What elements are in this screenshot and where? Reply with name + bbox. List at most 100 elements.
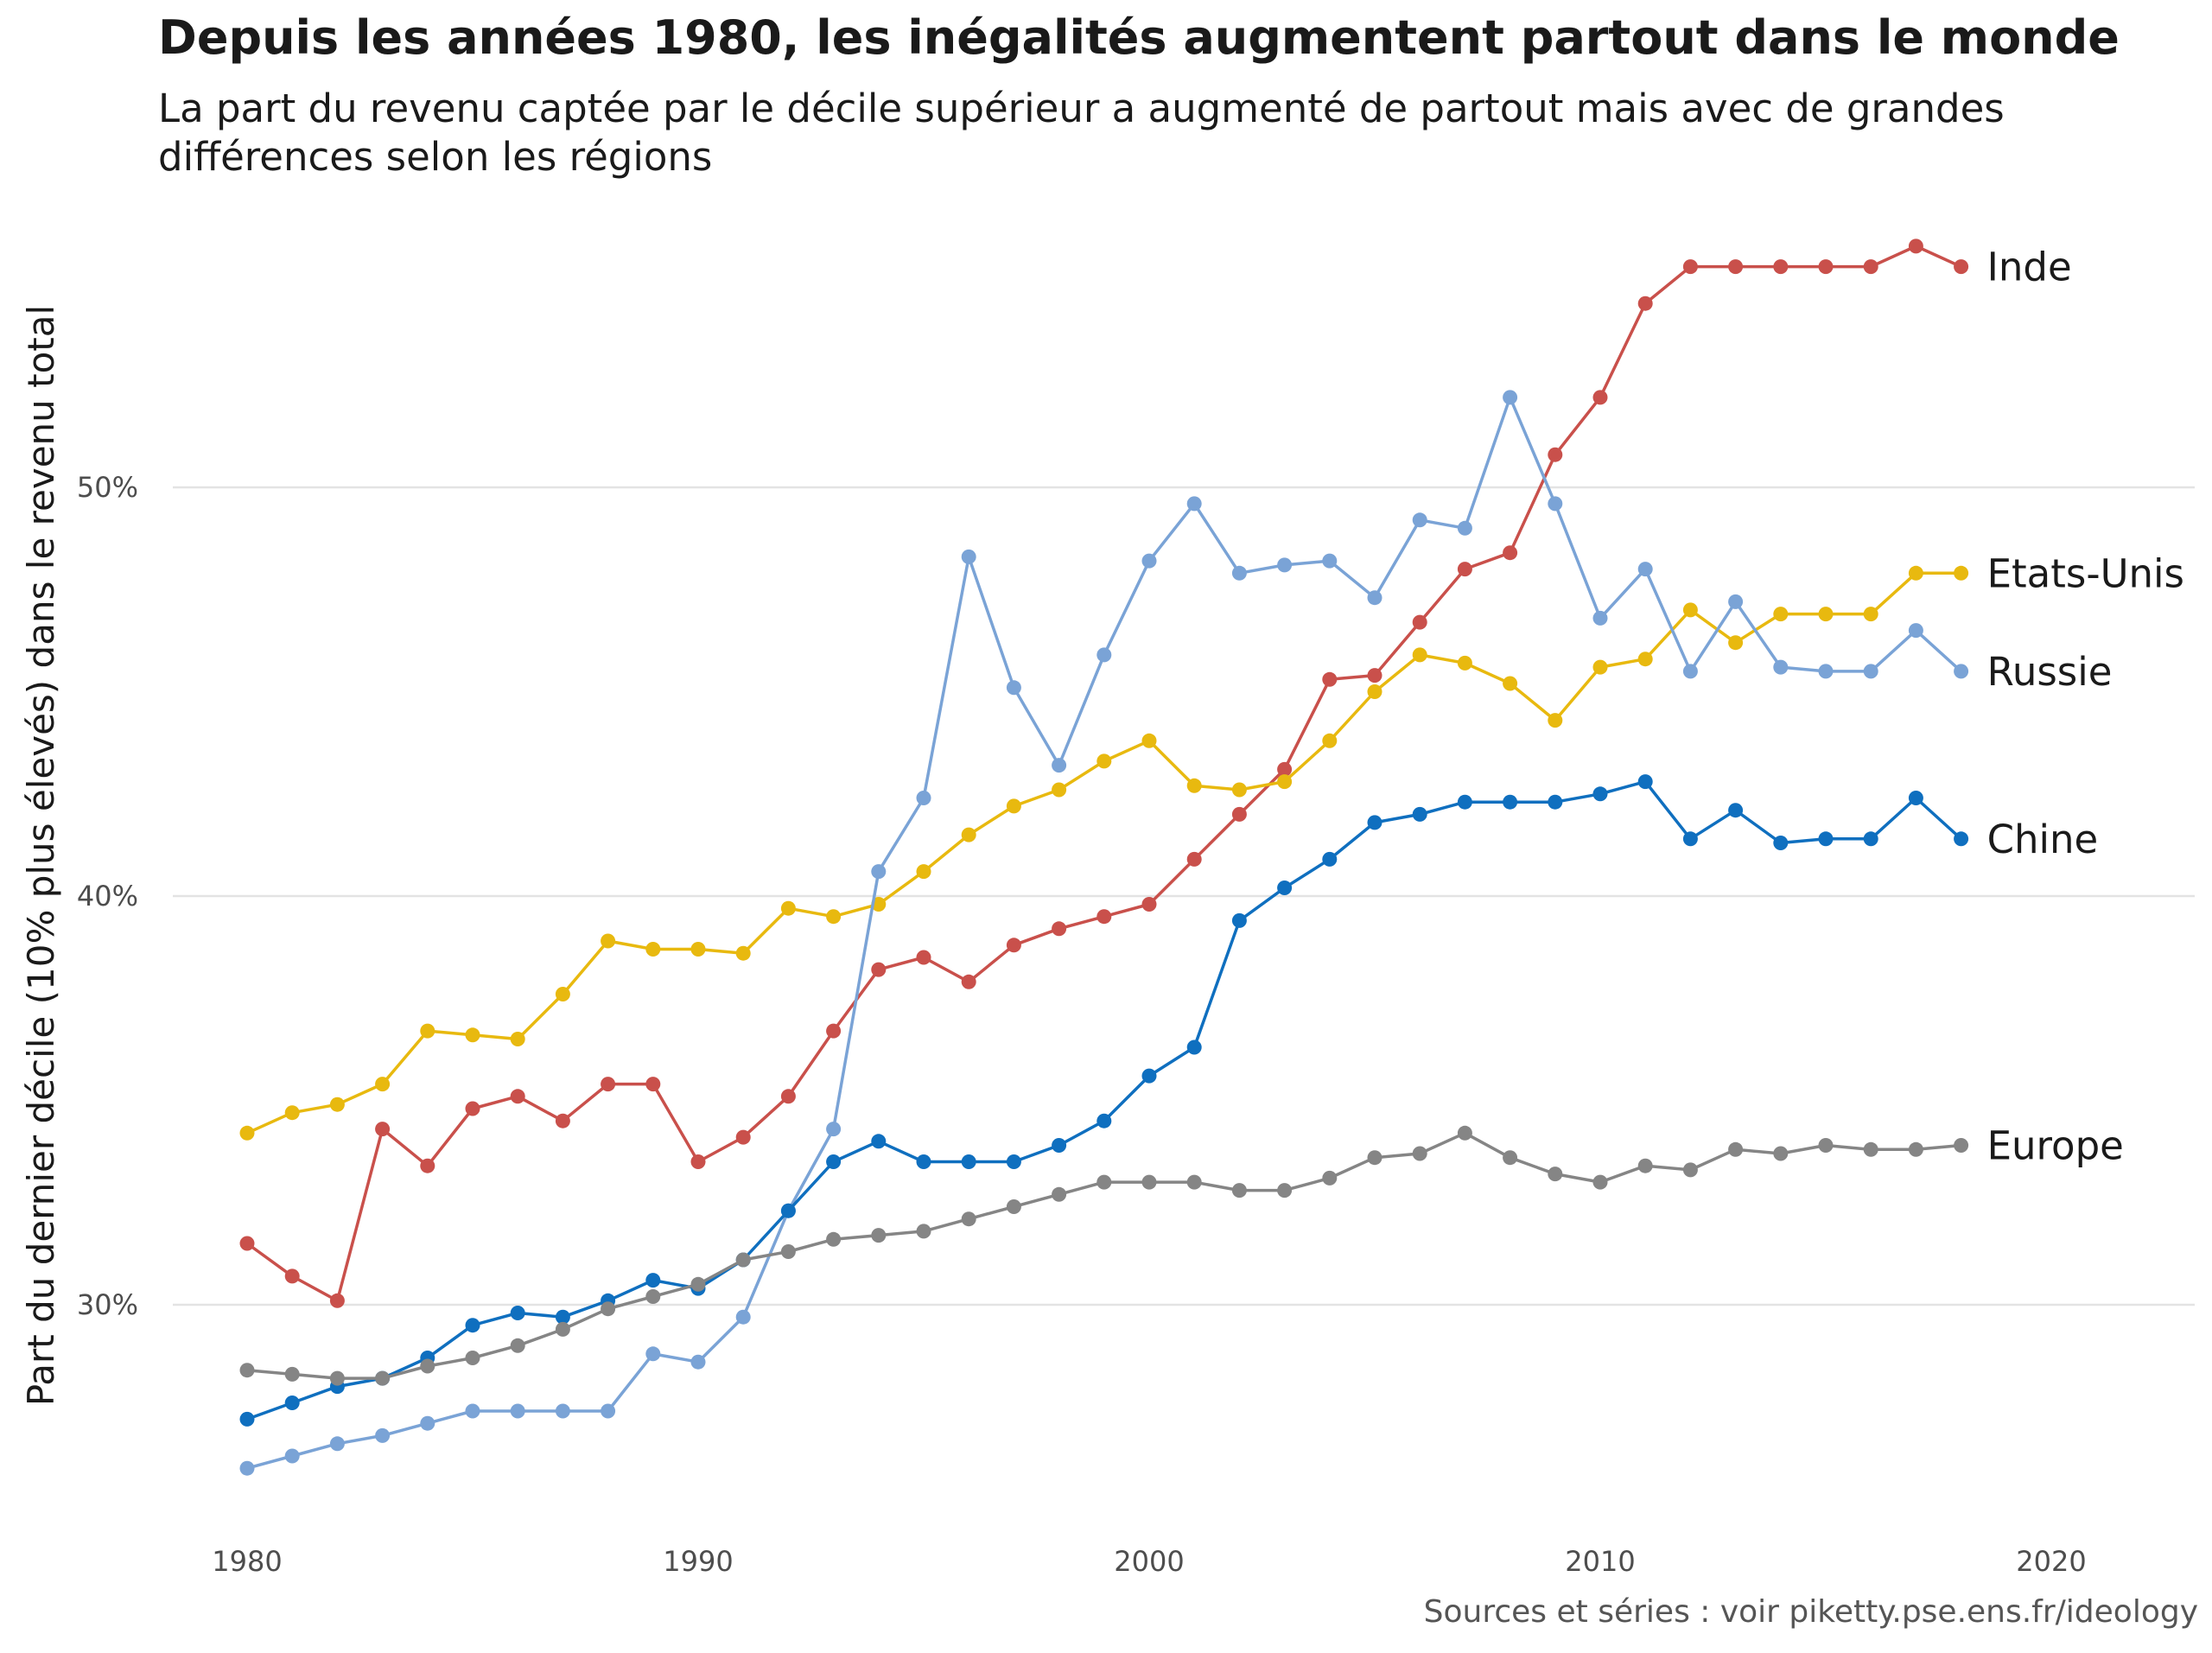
data-point-inde bbox=[1682, 259, 1698, 275]
data-point-chine bbox=[1457, 794, 1472, 810]
data-point-europe bbox=[465, 1351, 480, 1365]
data-point-europe bbox=[510, 1338, 525, 1353]
data-point-russie bbox=[1006, 680, 1021, 696]
data-point-etats-unis bbox=[555, 987, 570, 1001]
data-point-europe bbox=[329, 1370, 345, 1386]
data-point-europe bbox=[690, 1276, 706, 1292]
data-point-chine bbox=[1412, 806, 1427, 822]
y-tick-label: 40% bbox=[77, 880, 138, 912]
data-point-etats-unis bbox=[961, 827, 976, 842]
data-point-russie bbox=[510, 1403, 525, 1419]
y-tick-label: 50% bbox=[77, 471, 138, 504]
data-point-europe bbox=[1592, 1174, 1608, 1190]
data-point-europe bbox=[1682, 1162, 1698, 1178]
data-point-inde bbox=[735, 1129, 751, 1145]
data-point-etats-unis bbox=[1818, 607, 1834, 622]
data-point-europe bbox=[1818, 1138, 1834, 1153]
data-point-europe bbox=[1503, 1150, 1518, 1166]
data-point-europe bbox=[284, 1366, 300, 1382]
x-tick-label: 1990 bbox=[663, 1545, 733, 1578]
data-point-chine bbox=[1006, 1154, 1021, 1169]
series-etats-unis: Etats-Unis bbox=[239, 550, 2184, 1141]
data-point-etats-unis bbox=[645, 942, 661, 957]
data-point-russie bbox=[690, 1354, 706, 1370]
data-point-europe bbox=[375, 1370, 391, 1386]
data-point-etats-unis bbox=[1277, 774, 1293, 790]
data-point-europe bbox=[1231, 1183, 1247, 1198]
data-point-europe bbox=[1637, 1158, 1653, 1173]
data-point-etats-unis bbox=[239, 1125, 255, 1141]
series-label-etats-unis: Etats-Unis bbox=[1987, 550, 2184, 596]
data-point-chine bbox=[826, 1154, 842, 1169]
data-point-chine bbox=[1954, 831, 1969, 847]
data-point-europe bbox=[1412, 1146, 1427, 1161]
data-point-inde bbox=[1863, 259, 1878, 275]
data-point-europe bbox=[601, 1301, 616, 1317]
data-point-chine bbox=[1096, 1113, 1112, 1128]
x-axis-ticks: 1980 1990 2000 2010 2020 bbox=[212, 1545, 2086, 1578]
data-point-russie bbox=[1773, 659, 1789, 675]
data-point-chine bbox=[1818, 831, 1834, 847]
data-point-chine bbox=[961, 1154, 976, 1169]
data-point-chine bbox=[645, 1273, 661, 1288]
data-point-inde bbox=[1728, 259, 1744, 275]
series-label-inde: Inde bbox=[1987, 245, 2072, 290]
data-point-europe bbox=[1006, 1199, 1021, 1214]
data-point-etats-unis bbox=[1006, 798, 1021, 814]
data-point-chine bbox=[555, 1309, 570, 1325]
data-point-chine bbox=[1277, 881, 1293, 895]
data-point-chine bbox=[871, 1134, 887, 1149]
data-point-etats-unis bbox=[1682, 602, 1698, 618]
data-point-europe bbox=[1908, 1141, 1923, 1157]
data-point-inde bbox=[1503, 545, 1518, 561]
data-point-etats-unis bbox=[826, 909, 842, 925]
data-point-inde bbox=[1457, 562, 1472, 577]
data-point-inde bbox=[916, 950, 931, 965]
data-point-europe bbox=[826, 1231, 842, 1247]
data-point-russie bbox=[1682, 664, 1698, 679]
data-point-chine bbox=[1592, 786, 1608, 802]
data-point-chine bbox=[284, 1396, 300, 1410]
y-axis-label: Part du dernier décile (10% plus élevés)… bbox=[20, 305, 62, 1406]
data-point-etats-unis bbox=[1548, 713, 1563, 728]
data-point-russie bbox=[1818, 664, 1834, 679]
data-point-inde bbox=[1548, 447, 1563, 462]
data-point-etats-unis bbox=[465, 1027, 480, 1043]
data-point-inde bbox=[1818, 259, 1834, 275]
data-point-russie bbox=[1637, 562, 1653, 577]
data-point-europe bbox=[1457, 1125, 1472, 1141]
data-point-etats-unis bbox=[601, 933, 616, 949]
data-point-inde bbox=[601, 1077, 616, 1092]
data-point-chine bbox=[1863, 831, 1878, 847]
data-point-etats-unis bbox=[1592, 659, 1608, 675]
data-point-russie bbox=[420, 1415, 435, 1431]
x-tick-label: 2020 bbox=[2016, 1545, 2086, 1578]
data-point-etats-unis bbox=[735, 945, 751, 961]
data-point-chine bbox=[510, 1306, 525, 1320]
data-point-russie bbox=[1277, 557, 1293, 573]
series-label-europe: Europe bbox=[1987, 1123, 2124, 1169]
data-point-inde bbox=[1954, 259, 1969, 275]
data-point-russie bbox=[871, 864, 887, 880]
data-point-inde bbox=[375, 1122, 391, 1137]
data-point-russie bbox=[1503, 390, 1518, 405]
series-label-chine: Chine bbox=[1987, 817, 2099, 862]
data-point-inde bbox=[465, 1101, 480, 1116]
data-point-chine bbox=[916, 1154, 931, 1169]
data-point-etats-unis bbox=[1457, 655, 1472, 671]
data-point-europe bbox=[1548, 1167, 1563, 1182]
data-point-inde bbox=[1052, 921, 1067, 937]
data-point-europe bbox=[645, 1289, 661, 1304]
data-point-inde bbox=[1637, 296, 1653, 311]
data-point-etats-unis bbox=[690, 942, 706, 957]
data-point-inde bbox=[510, 1089, 525, 1104]
data-point-russie bbox=[1231, 565, 1247, 581]
data-point-russie bbox=[329, 1436, 345, 1452]
data-point-russie bbox=[1954, 664, 1969, 679]
y-axis-ticks: 30% 40% 50% bbox=[77, 471, 138, 1321]
data-point-etats-unis bbox=[1773, 607, 1789, 622]
data-point-europe bbox=[961, 1211, 976, 1227]
data-point-etats-unis bbox=[375, 1077, 391, 1092]
data-point-russie bbox=[1096, 647, 1112, 663]
data-point-etats-unis bbox=[1637, 652, 1653, 667]
